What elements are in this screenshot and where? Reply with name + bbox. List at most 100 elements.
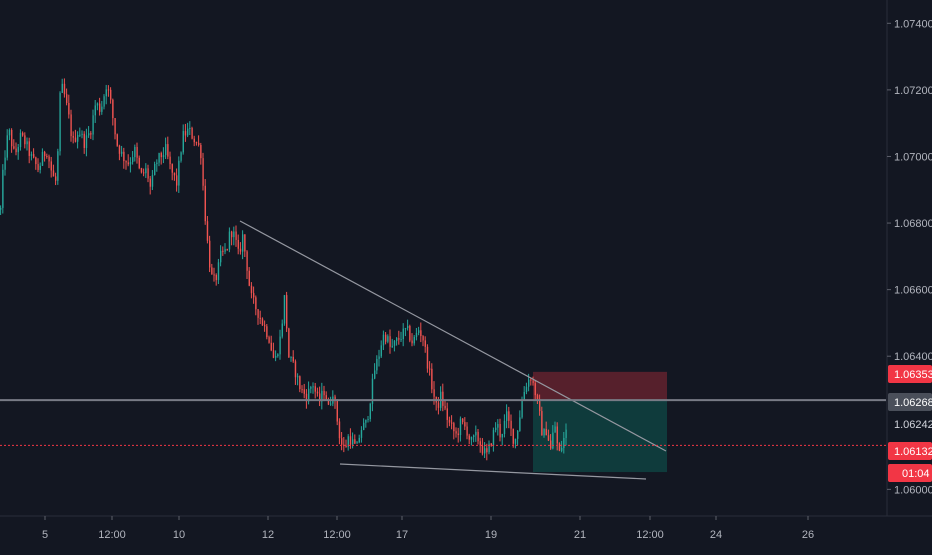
candle-body: [264, 325, 266, 327]
candle-body: [149, 178, 151, 187]
price-tick-label: 1.07000: [894, 151, 932, 163]
candle-body: [495, 427, 497, 431]
candle-body: [547, 435, 550, 441]
candle-body: [182, 131, 184, 153]
candle-body: [48, 156, 50, 162]
candle-body: [292, 356, 294, 362]
candle-body: [28, 141, 30, 156]
candle-body: [134, 146, 136, 158]
candle-body: [391, 345, 393, 347]
candle-body: [37, 164, 39, 170]
candle-body: [35, 157, 37, 165]
candle-body: [2, 169, 4, 208]
time-tick-label: 21: [574, 529, 586, 541]
candle-body: [294, 361, 297, 378]
candle-body: [52, 170, 55, 177]
candle-body: [156, 162, 158, 164]
candle-body: [455, 431, 457, 434]
candle-body: [138, 157, 140, 169]
candle-body: [125, 161, 127, 163]
candle-body: [330, 403, 332, 405]
candle-body: [433, 389, 435, 397]
candle-body: [422, 336, 424, 341]
candle-body: [184, 131, 187, 136]
candle-body: [459, 418, 462, 436]
candle-body: [281, 323, 283, 337]
time-tick-label: 26: [802, 529, 814, 541]
candle-body: [319, 393, 321, 402]
candle-body: [327, 399, 330, 405]
candle-body: [303, 389, 305, 394]
candle-body: [514, 438, 517, 444]
candle-body: [299, 376, 301, 390]
candle-body: [167, 144, 169, 157]
candle-body: [193, 138, 195, 143]
candle-body: [61, 83, 63, 93]
candle-body: [103, 96, 105, 107]
candle-body: [44, 151, 46, 157]
time-tick-label: 12: [262, 529, 274, 541]
candle-body: [259, 317, 261, 319]
time-tick-label: 12:00: [323, 529, 351, 541]
candle-body: [554, 426, 556, 433]
price-tick-label: 1.06600: [894, 285, 932, 297]
descending-trendline[interactable]: [239, 220, 667, 452]
candle-body: [59, 92, 61, 152]
candle-body: [189, 127, 191, 129]
candle-body: [473, 435, 475, 437]
candle-body: [543, 428, 545, 436]
candle-body: [468, 435, 470, 440]
support-trendline[interactable]: [339, 463, 647, 480]
candle-body: [63, 83, 66, 95]
candle-body: [481, 445, 484, 454]
candle-body: [215, 274, 217, 281]
candle-body: [457, 433, 459, 436]
candle-body: [132, 157, 134, 163]
candle-body: [268, 337, 270, 343]
candle-body: [169, 156, 171, 165]
candle-body: [272, 350, 275, 358]
candle-body: [158, 153, 160, 163]
candle-body: [0, 207, 2, 210]
candle-body: [68, 102, 70, 115]
candle-body: [486, 448, 488, 453]
candle-body: [301, 389, 303, 391]
candle-body: [90, 133, 92, 135]
candle-body: [380, 345, 382, 357]
candle-body: [222, 250, 224, 252]
candle-body: [233, 231, 235, 238]
candle-body: [488, 443, 490, 453]
candle-body: [70, 114, 72, 137]
stop-loss-zone[interactable]: [533, 371, 667, 401]
candle-body: [66, 94, 68, 103]
candle-body: [270, 342, 272, 351]
candle-body: [118, 145, 121, 154]
candle-body: [180, 152, 182, 161]
candle-body: [173, 172, 176, 176]
candle-body: [336, 400, 338, 422]
candle-body: [429, 368, 431, 370]
candle-body: [283, 295, 286, 324]
candle-body: [171, 164, 173, 173]
candle-body: [242, 234, 244, 252]
candle-body: [519, 417, 521, 431]
candle-body: [140, 168, 143, 173]
candle-body: [334, 396, 336, 401]
candle-body: [308, 388, 310, 402]
take-profit-zone[interactable]: [533, 400, 667, 473]
candle-body: [312, 386, 314, 388]
candle-body: [464, 422, 466, 427]
candle-body: [345, 445, 347, 447]
candle-body: [479, 441, 481, 446]
candle-body: [369, 403, 371, 419]
candle-body: [367, 418, 369, 420]
candle-body: [154, 163, 156, 176]
candle-body: [314, 386, 316, 392]
candle-body: [213, 274, 215, 276]
candle-body: [411, 340, 413, 344]
candle-body: [99, 103, 101, 112]
candle-body: [261, 318, 264, 326]
